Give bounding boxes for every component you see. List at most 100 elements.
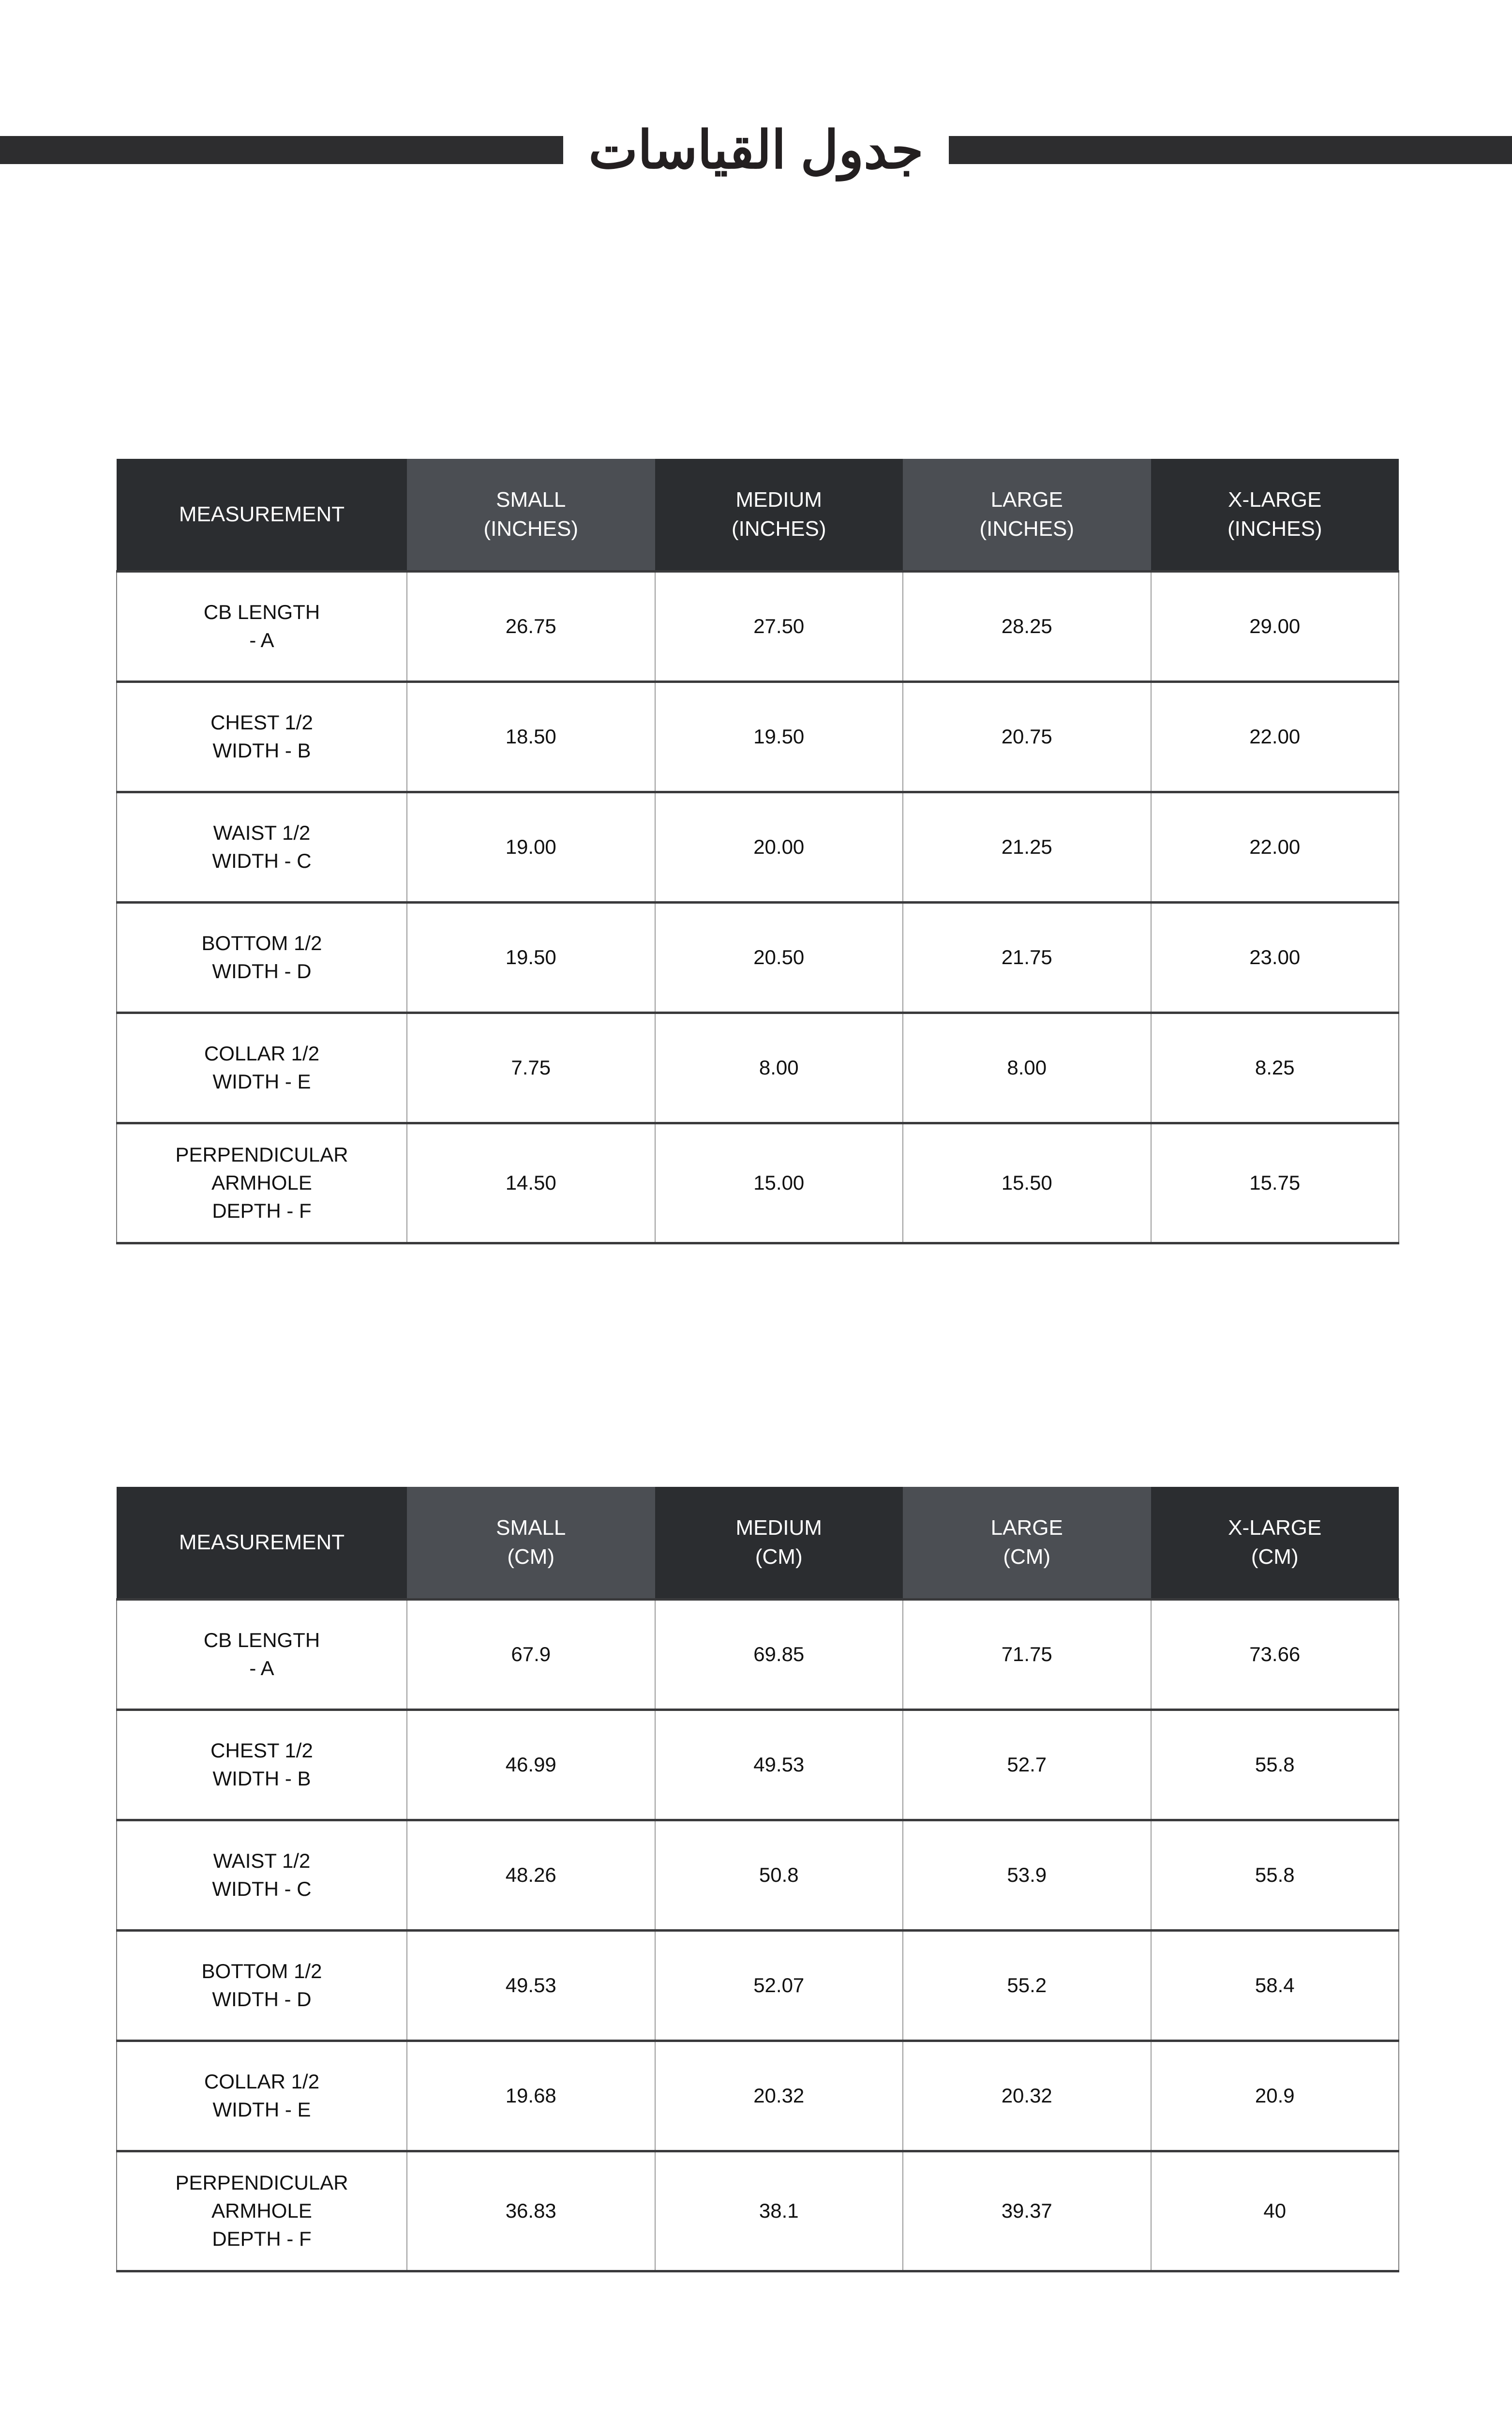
cell-xlarge: 73.66 — [1150, 1598, 1399, 1709]
cell-small: 19.00 — [406, 790, 656, 902]
title-rule-left — [0, 136, 564, 164]
col-header-unit: (INCHES) — [1227, 516, 1322, 541]
cell-xlarge: 20.9 — [1150, 2039, 1399, 2151]
cell-small: 7.75 — [406, 1011, 656, 1123]
table-row: COLLAR 1/2 WIDTH - E 7.75 8.00 8.00 8.25 — [116, 1011, 1399, 1123]
cell-xlarge: 23.00 — [1150, 901, 1399, 1013]
cell-medium: 8.00 — [654, 1011, 903, 1123]
cell-xlarge: 55.8 — [1150, 1818, 1399, 1930]
row-label: WAIST 1/2 WIDTH - C — [116, 790, 407, 902]
cell-small: 67.9 — [406, 1598, 656, 1709]
col-header-xlarge: X-LARGE (CM) — [1151, 1487, 1399, 1599]
cell-xlarge: 40 — [1150, 2149, 1399, 2272]
col-header-unit: (CM) — [507, 1544, 555, 1569]
col-header-medium: MEDIUM (INCHES) — [655, 459, 903, 571]
cell-large: 8.00 — [902, 1011, 1152, 1123]
cell-xlarge: 15.75 — [1150, 1121, 1399, 1244]
cell-large: 15.50 — [902, 1121, 1152, 1244]
cell-large: 21.75 — [902, 901, 1152, 1013]
cell-medium: 20.32 — [654, 2039, 903, 2151]
table-row: COLLAR 1/2 WIDTH - E 19.68 20.32 20.32 2… — [116, 2039, 1399, 2151]
cell-small: 36.83 — [406, 2149, 656, 2272]
col-header-label: LARGE — [990, 488, 1063, 512]
cell-small: 18.50 — [406, 680, 656, 792]
col-header-label: SMALL — [496, 1516, 566, 1540]
cell-medium: 20.00 — [654, 790, 903, 902]
cell-large: 20.75 — [902, 680, 1152, 792]
cell-medium: 15.00 — [654, 1121, 903, 1244]
col-header-xlarge: X-LARGE (INCHES) — [1151, 459, 1399, 571]
table-cm-head: MEASUREMENT SMALL (CM) MEDIUM (CM) LARGE… — [117, 1487, 1399, 1599]
title-rule-right — [948, 136, 1512, 164]
col-header-unit: (CM) — [1251, 1544, 1299, 1569]
row-label: BOTTOM 1/2 WIDTH - D — [116, 1929, 407, 2041]
col-header-unit: (CM) — [1003, 1544, 1051, 1569]
row-label: WAIST 1/2 WIDTH - C — [116, 1818, 407, 1930]
table-row: PERPENDICULAR ARMHOLE DEPTH - F 36.83 38… — [116, 2149, 1399, 2272]
page-title: جدول القياسات — [588, 121, 924, 179]
cell-medium: 52.07 — [654, 1929, 903, 2041]
col-header-label: MEDIUM — [735, 1516, 822, 1540]
table-header-row: MEASUREMENT SMALL (INCHES) MEDIUM (INCHE… — [117, 459, 1399, 571]
row-label: PERPENDICULAR ARMHOLE DEPTH - F — [116, 2149, 407, 2272]
table-row: CB LENGTH - A 67.9 69.85 71.75 73.66 — [116, 1598, 1399, 1709]
cell-large: 21.25 — [902, 790, 1152, 902]
col-header-small: SMALL (INCHES) — [407, 459, 655, 571]
table-row: CHEST 1/2 WIDTH - B 46.99 49.53 52.7 55.… — [116, 1708, 1399, 1820]
table-row: WAIST 1/2 WIDTH - C 19.00 20.00 21.25 22… — [116, 790, 1399, 902]
cell-xlarge: 22.00 — [1150, 790, 1399, 902]
table-header-row: MEASUREMENT SMALL (CM) MEDIUM (CM) LARGE… — [117, 1487, 1399, 1599]
row-label: COLLAR 1/2 WIDTH - E — [116, 1011, 407, 1123]
col-header-label: SMALL — [496, 488, 566, 512]
row-label: CB LENGTH - A — [116, 570, 407, 681]
cell-small: 48.26 — [406, 1818, 656, 1930]
col-header-unit: (CM) — [755, 1544, 803, 1569]
cell-medium: 49.53 — [654, 1708, 903, 1820]
table-row: WAIST 1/2 WIDTH - C 48.26 50.8 53.9 55.8 — [116, 1818, 1399, 1930]
cell-large: 55.2 — [902, 1929, 1152, 2041]
cell-large: 39.37 — [902, 2149, 1152, 2272]
col-header-unit: (INCHES) — [731, 516, 826, 541]
col-header-medium: MEDIUM (CM) — [655, 1487, 903, 1599]
col-header-large: LARGE (INCHES) — [903, 459, 1151, 571]
col-header-label: LARGE — [990, 1516, 1063, 1540]
cell-small: 46.99 — [406, 1708, 656, 1820]
cell-xlarge: 22.00 — [1150, 680, 1399, 792]
size-table-cm: MEASUREMENT SMALL (CM) MEDIUM (CM) LARGE… — [116, 1487, 1399, 2272]
cell-large: 53.9 — [902, 1818, 1152, 1930]
row-label: CHEST 1/2 WIDTH - B — [116, 1708, 407, 1820]
cell-xlarge: 55.8 — [1150, 1708, 1399, 1820]
cell-medium: 27.50 — [654, 570, 903, 681]
cell-medium: 50.8 — [654, 1818, 903, 1930]
cell-small: 49.53 — [406, 1929, 656, 2041]
cell-large: 20.32 — [902, 2039, 1152, 2151]
cell-large: 28.25 — [902, 570, 1152, 681]
col-header-large: LARGE (CM) — [903, 1487, 1151, 1599]
row-label: BOTTOM 1/2 WIDTH - D — [116, 901, 407, 1013]
col-header-measurement: MEASUREMENT — [117, 1487, 407, 1599]
table-row: CHEST 1/2 WIDTH - B 18.50 19.50 20.75 22… — [116, 680, 1399, 792]
row-label: CB LENGTH - A — [116, 1598, 407, 1709]
cell-medium: 38.1 — [654, 2149, 903, 2272]
col-header-label: MEASUREMENT — [179, 1530, 345, 1555]
cell-medium: 19.50 — [654, 680, 903, 792]
cell-xlarge: 29.00 — [1150, 570, 1399, 681]
page-header: جدول القياسات — [0, 0, 1512, 300]
cell-small: 26.75 — [406, 570, 656, 681]
cell-small: 14.50 — [406, 1121, 656, 1244]
table-row: BOTTOM 1/2 WIDTH - D 19.50 20.50 21.75 2… — [116, 901, 1399, 1013]
table-cm-body: CB LENGTH - A 67.9 69.85 71.75 73.66 CHE… — [116, 1598, 1399, 2272]
table-row: PERPENDICULAR ARMHOLE DEPTH - F 14.50 15… — [116, 1121, 1399, 1244]
col-header-label: MEASUREMENT — [179, 502, 345, 527]
col-header-measurement: MEASUREMENT — [117, 459, 407, 571]
cell-medium: 20.50 — [654, 901, 903, 1013]
col-header-label: MEDIUM — [735, 488, 822, 512]
table-row: CB LENGTH - A 26.75 27.50 28.25 29.00 — [116, 570, 1399, 681]
cell-large: 52.7 — [902, 1708, 1152, 1820]
cell-medium: 69.85 — [654, 1598, 903, 1709]
size-table-inches: MEASUREMENT SMALL (INCHES) MEDIUM (INCHE… — [116, 459, 1399, 1244]
col-header-label: X-LARGE — [1228, 488, 1322, 512]
col-header-small: SMALL (CM) — [407, 1487, 655, 1599]
row-label: CHEST 1/2 WIDTH - B — [116, 680, 407, 792]
col-header-unit: (INCHES) — [483, 516, 579, 541]
